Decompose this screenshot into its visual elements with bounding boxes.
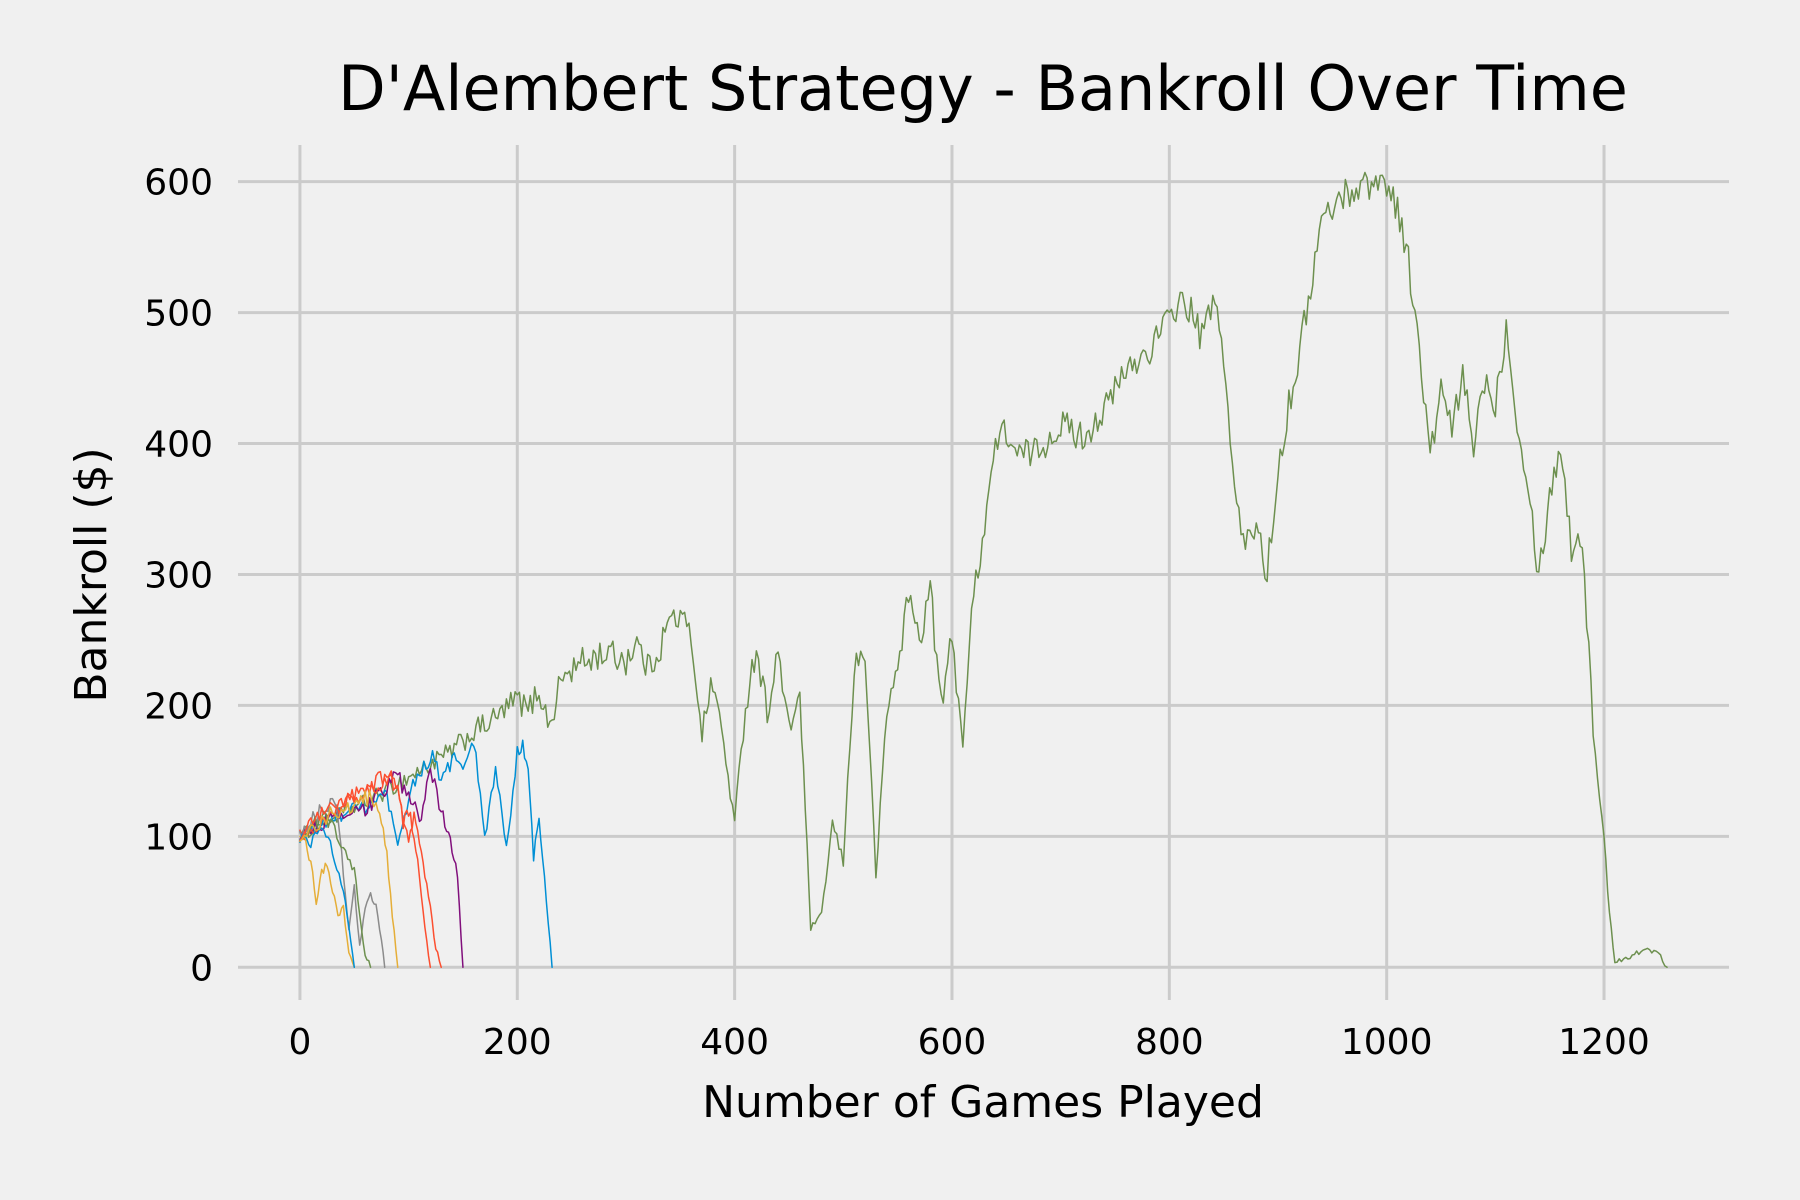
series-line xyxy=(299,773,442,969)
x-tick-label: 1000 xyxy=(1341,1022,1433,1063)
series-lines xyxy=(299,171,1668,969)
x-tick-label: 600 xyxy=(918,1022,987,1063)
chart-title: D'Alembert Strategy - Bankroll Over Time xyxy=(338,52,1628,125)
tick-labels: 0 200 400 600 800 1000 1200 0 100 200 300 400 500 600 xyxy=(144,163,1650,1063)
y-tick-label: 500 xyxy=(144,294,213,335)
y-tick-label: 600 xyxy=(144,163,213,204)
y-axis-label: Bankroll ($) xyxy=(66,447,117,702)
series-line xyxy=(299,827,356,969)
y-tick-label: 100 xyxy=(144,817,213,858)
x-axis-label: Number of Games Played xyxy=(702,1077,1264,1128)
x-tick-label: 800 xyxy=(1135,1022,1204,1063)
series-line xyxy=(299,770,432,969)
series-line xyxy=(299,171,1668,969)
series-line xyxy=(299,835,356,969)
y-tick-label: 400 xyxy=(144,425,213,466)
x-tick-label: 400 xyxy=(700,1022,769,1063)
y-tick-label: 200 xyxy=(144,686,213,727)
x-tick-label: 1200 xyxy=(1558,1022,1650,1063)
series-line xyxy=(299,810,372,969)
series-line xyxy=(299,789,399,969)
x-tick-label: 0 xyxy=(288,1022,311,1063)
y-tick-label: 300 xyxy=(144,555,213,596)
x-tick-label: 200 xyxy=(483,1022,552,1063)
grid-lines xyxy=(238,145,1729,1000)
y-tick-label: 0 xyxy=(190,948,213,989)
